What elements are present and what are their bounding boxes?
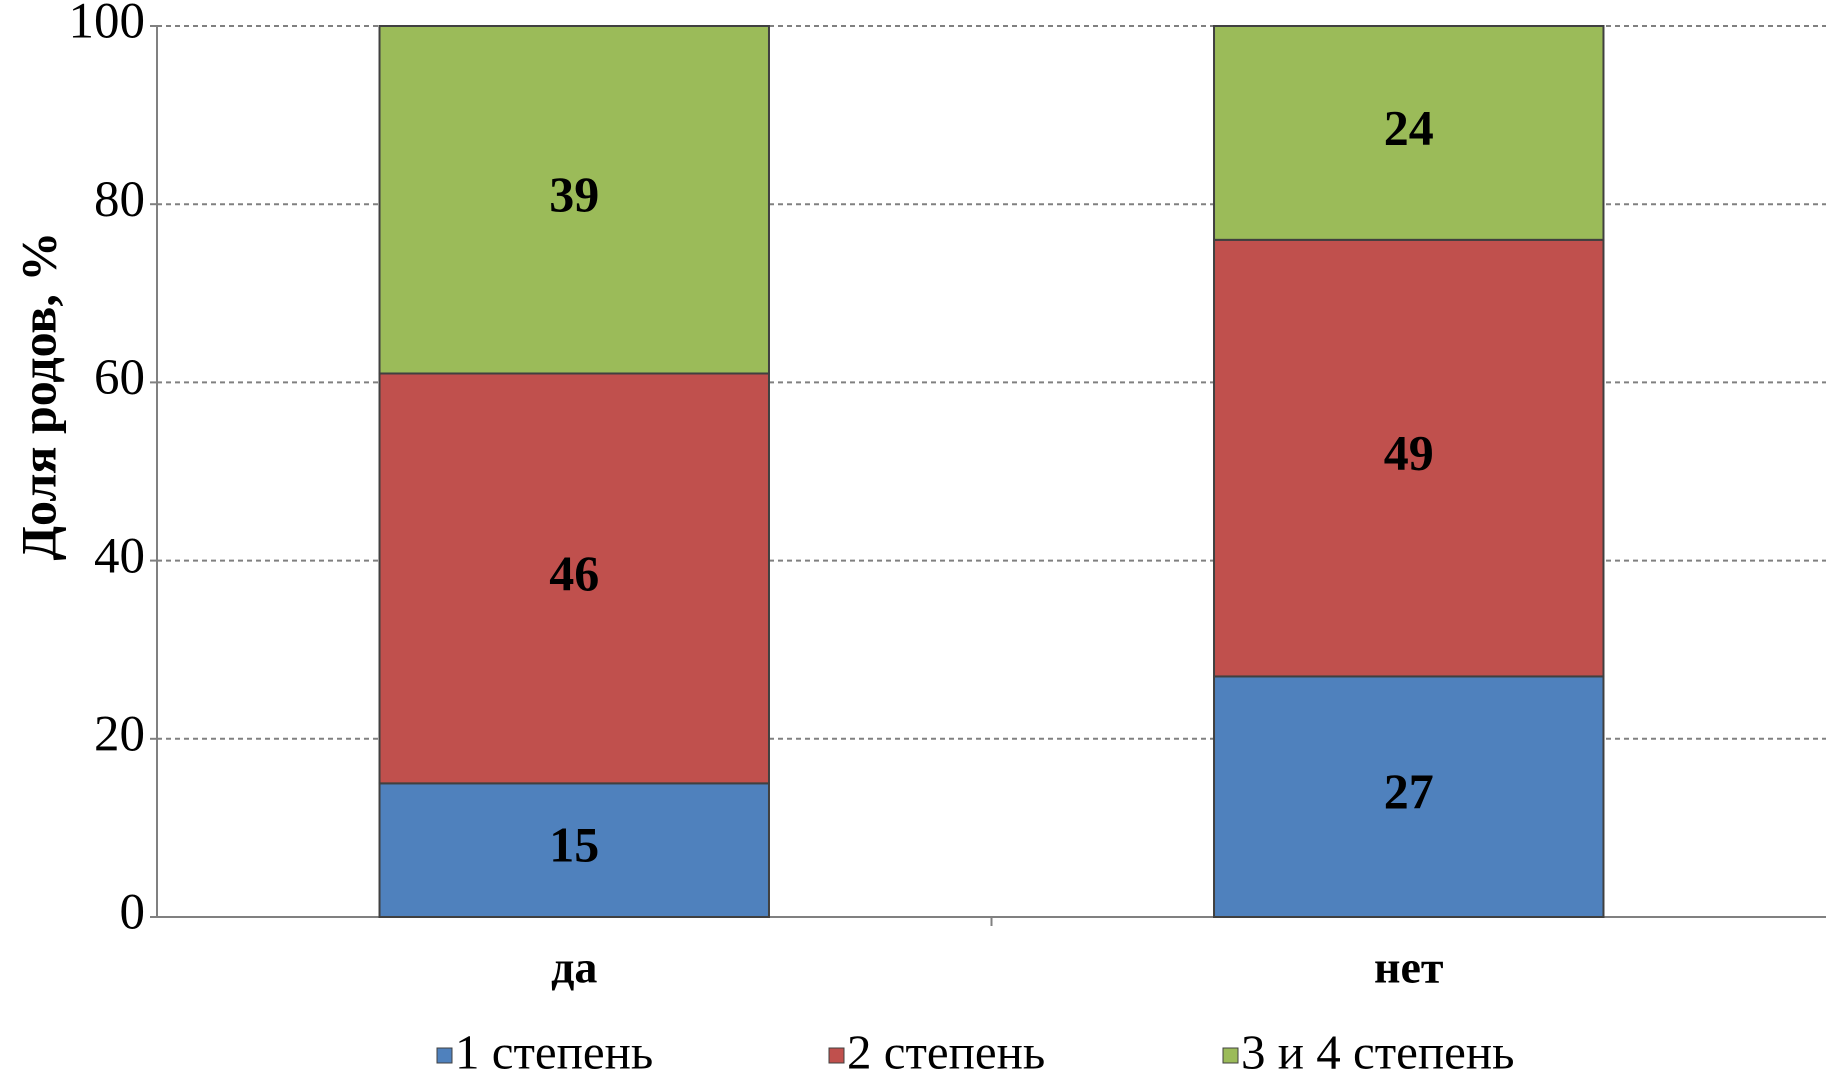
legend-label: 2 степень [847, 1024, 1045, 1079]
y-axis-label: Доля родов, % [10, 232, 66, 561]
y-tick-label: 20 [94, 707, 145, 763]
data-label: 15 [549, 817, 599, 873]
bar-segment [1213, 238, 1605, 678]
x-tick-label: да [551, 942, 597, 993]
data-label: 24 [1384, 99, 1434, 155]
legend-swatch [436, 1047, 453, 1064]
legend-swatch [828, 1047, 845, 1064]
y-tick-label: 100 [69, 0, 146, 50]
data-label: 27 [1384, 763, 1434, 819]
bar-segment [378, 782, 770, 918]
bar-segment [1213, 25, 1605, 241]
data-label: 49 [1384, 425, 1434, 481]
bar-segment [1213, 675, 1605, 918]
bar-segment [378, 372, 770, 785]
bar-segment [378, 25, 770, 375]
legend-label: 1 степень [455, 1024, 653, 1079]
y-tick-label: 80 [94, 172, 145, 228]
data-label: 39 [549, 166, 599, 222]
data-label: 46 [549, 545, 599, 601]
y-tick-label: 60 [94, 350, 145, 406]
x-tick-label: нет [1374, 942, 1444, 993]
y-tick-label: 40 [94, 528, 145, 584]
y-tick-label: 0 [120, 885, 146, 941]
legend-swatch [1222, 1047, 1239, 1064]
legend-label: 3 и 4 степень [1241, 1024, 1514, 1079]
